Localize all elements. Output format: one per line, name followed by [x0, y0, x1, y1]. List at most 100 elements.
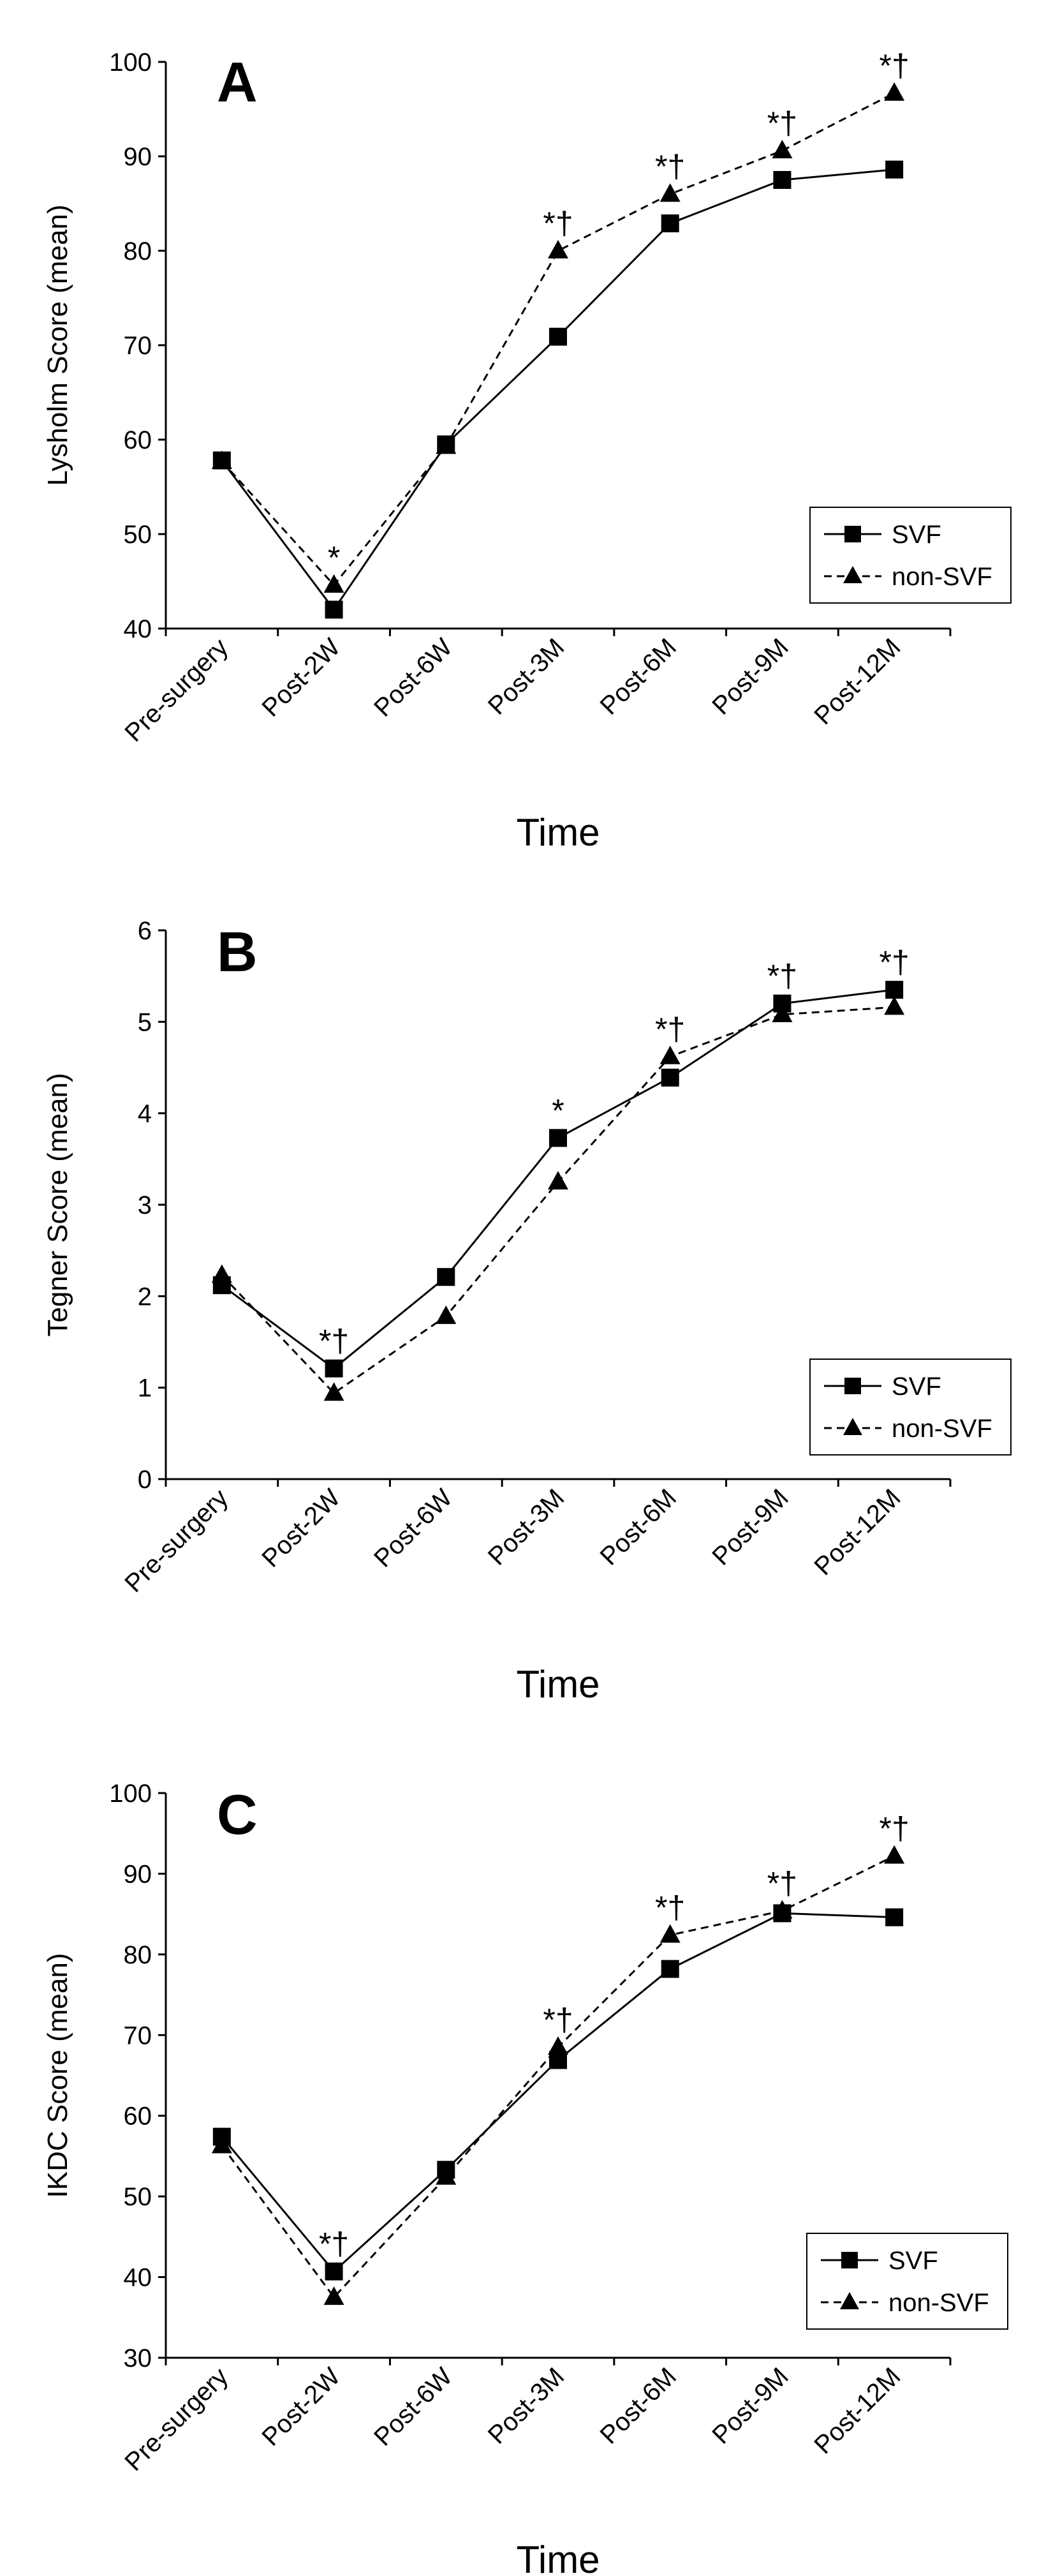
significance-annotation: * — [552, 1092, 564, 1128]
legend-label: SVF — [888, 2247, 938, 2275]
marker-svf-point — [661, 1960, 679, 1978]
y-tick-label: 1 — [138, 1374, 152, 1403]
legend-marker-non-svf — [840, 2292, 859, 2309]
legend-label: non-SVF — [892, 563, 992, 591]
y-axis-title: IKDC Score (mean) — [42, 1953, 73, 2198]
x-tick-label: Post-9M — [707, 2362, 793, 2449]
significance-annotation: *† — [655, 149, 685, 184]
marker-non-svf-point — [772, 1003, 793, 1022]
x-tick-label: Post-6M — [595, 1484, 682, 1570]
marker-svf-point — [549, 1129, 567, 1147]
marker-non-svf-point — [884, 82, 905, 101]
legend-marker-svf — [841, 2252, 858, 2268]
significance-annotation: *† — [767, 105, 797, 141]
y-tick-label: 30 — [124, 2344, 152, 2372]
marker-svf-point — [661, 214, 679, 233]
marker-svf-point — [437, 1268, 455, 1286]
y-tick-label: 6 — [138, 917, 152, 945]
y-tick-label: 4 — [138, 1100, 152, 1128]
legend: SVF non-SVF — [809, 1359, 1012, 1456]
legend-label: SVF — [892, 1373, 941, 1401]
legend: SVF non-SVF — [806, 2233, 1008, 2330]
y-tick-label: 50 — [124, 2183, 152, 2211]
chart-panel-c: C 30 40 50 60 70 80 90 100 Pre-surgery Post-2W Post… — [42, 1780, 1008, 2576]
significance-annotation: *† — [319, 2226, 349, 2262]
y-axis-title: Lysholm Score (mean) — [42, 205, 73, 486]
marker-non-svf-point — [884, 1845, 905, 1864]
x-tick-label: Pre-surgery — [119, 2362, 233, 2476]
marker-svf-point — [661, 1068, 679, 1087]
marker-non-svf-point — [548, 240, 568, 258]
chart-panel-b: B 0 1 2 3 4 5 6 Pre-surgery Post-2W Post-6W Post-3M… — [42, 917, 1012, 1706]
y-tick-label: 2 — [138, 1283, 152, 1311]
legend-label: non-SVF — [888, 2289, 989, 2317]
significance-annotation: *† — [319, 1323, 349, 1359]
panel-letter: C — [217, 1783, 258, 1846]
marker-svf-point — [325, 600, 343, 619]
y-tick-label: 60 — [124, 426, 152, 454]
marker-non-svf-point — [659, 1924, 681, 1943]
x-tick-label: Post-6M — [595, 2362, 682, 2449]
x-tick-label: Post-6M — [595, 633, 682, 720]
marker-non-svf-point — [659, 1045, 681, 1064]
marker-svf-point — [325, 1359, 343, 1378]
series-line-svf — [221, 1912, 895, 2273]
y-tick-label: 70 — [124, 2021, 152, 2050]
marker-non-svf-point — [436, 1305, 457, 1324]
legend-marker-non-svf — [843, 566, 862, 583]
significance-annotation: *† — [543, 205, 573, 241]
y-tick-label: 40 — [124, 2264, 152, 2292]
x-axis-title: Time — [516, 2538, 600, 2576]
x-tick-label: Post-12M — [809, 633, 906, 730]
legend: SVF non-SVF — [809, 507, 1012, 604]
significance-annotation: *† — [880, 48, 909, 84]
significance-annotation: * — [328, 540, 340, 576]
significance-annotation: *† — [767, 958, 797, 994]
legend-marker-non-svf — [843, 1418, 862, 1435]
y-axis-title: Tegner Score (mean) — [42, 1073, 73, 1336]
x-axis-title: Time — [516, 1663, 600, 1706]
x-tick-label: Post-2W — [256, 633, 346, 722]
x-tick-label: Post-3M — [483, 1484, 570, 1570]
chart-panel-a: A 40 50 60 70 80 90 100 Pre-surgery Post-2W Post-6… — [42, 48, 1012, 854]
x-tick-label: Post-6W — [369, 633, 458, 722]
marker-non-svf-point — [323, 1382, 344, 1401]
marker-non-svf-point — [211, 1264, 232, 1283]
marker-non-svf-point — [659, 183, 681, 202]
x-axis-title: Time — [516, 811, 600, 854]
significance-annotation: *† — [655, 1011, 685, 1047]
legend-box — [806, 2233, 1008, 2330]
marker-non-svf-point — [548, 1171, 568, 1190]
y-tick-label: 100 — [109, 48, 152, 77]
x-tick-label: Post-9M — [707, 1484, 793, 1570]
marker-svf-point — [325, 2262, 343, 2281]
x-tick-label: Post-12M — [809, 1484, 906, 1581]
x-tick-label: Pre-surgery — [119, 633, 233, 747]
marker-non-svf-point — [211, 450, 232, 470]
y-tick-label: 50 — [124, 521, 152, 549]
significance-annotation: *† — [655, 1890, 685, 1926]
legend-label: non-SVF — [892, 1415, 992, 1443]
y-tick-label: 80 — [124, 1941, 152, 1969]
marker-non-svf-point — [548, 2036, 568, 2055]
marker-non-svf-point — [211, 2134, 232, 2154]
x-tick-label: Post-12M — [809, 2362, 906, 2459]
significance-annotation: *† — [767, 1866, 797, 1902]
legend-marker-svf — [844, 1378, 861, 1394]
y-tick-label: 70 — [124, 332, 152, 360]
legend-box — [809, 1359, 1012, 1456]
legend-marker-svf — [844, 526, 861, 542]
legend-label: SVF — [892, 521, 941, 549]
marker-non-svf-point — [772, 1900, 793, 1919]
marker-svf-point — [885, 160, 904, 179]
marker-non-svf-point — [884, 996, 905, 1015]
y-tick-label: 0 — [138, 1466, 152, 1494]
significance-annotation: *† — [543, 2002, 573, 2037]
y-tick-label: 100 — [109, 1780, 152, 1808]
x-tick-label: Post-9M — [707, 633, 793, 720]
marker-non-svf-point — [436, 435, 457, 454]
y-tick-label: 3 — [138, 1191, 152, 1219]
significance-annotation: *† — [880, 944, 909, 980]
marker-svf-point — [885, 1908, 904, 1926]
y-tick-label: 40 — [124, 615, 152, 643]
